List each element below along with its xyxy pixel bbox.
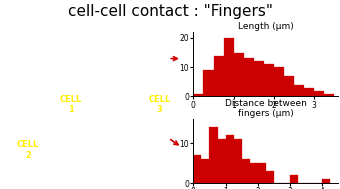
Ellipse shape: [135, 147, 146, 150]
Ellipse shape: [70, 132, 77, 139]
Bar: [258, 163, 266, 183]
Ellipse shape: [39, 77, 46, 84]
Ellipse shape: [138, 50, 144, 52]
Bar: [201, 159, 209, 183]
Ellipse shape: [58, 112, 64, 117]
Bar: [224, 38, 234, 96]
Ellipse shape: [138, 138, 145, 140]
Bar: [274, 67, 284, 96]
Ellipse shape: [139, 59, 145, 62]
Bar: [322, 179, 330, 183]
Ellipse shape: [80, 151, 88, 159]
Bar: [244, 58, 254, 96]
Bar: [324, 94, 334, 96]
Ellipse shape: [138, 129, 145, 132]
Ellipse shape: [138, 155, 148, 158]
Text: CELL
3: CELL 3: [148, 95, 170, 114]
Ellipse shape: [66, 125, 72, 131]
Ellipse shape: [138, 76, 148, 78]
Bar: [218, 139, 226, 183]
Bar: [234, 53, 244, 96]
Bar: [304, 88, 314, 96]
Ellipse shape: [87, 160, 92, 164]
Title: Length (μm): Length (μm): [238, 22, 294, 31]
Ellipse shape: [55, 107, 61, 112]
Ellipse shape: [79, 147, 85, 152]
Ellipse shape: [51, 98, 56, 103]
Ellipse shape: [64, 119, 69, 124]
Bar: [193, 155, 201, 183]
Bar: [193, 94, 203, 96]
Text: CELL
1: CELL 1: [59, 95, 82, 114]
Ellipse shape: [75, 141, 80, 145]
Bar: [214, 56, 224, 96]
Ellipse shape: [136, 85, 146, 88]
Ellipse shape: [137, 94, 144, 97]
Bar: [284, 76, 294, 96]
Ellipse shape: [137, 112, 147, 115]
Bar: [234, 139, 242, 183]
Bar: [226, 135, 234, 183]
Text: cell-cell contact : "Fingers": cell-cell contact : "Fingers": [68, 4, 272, 19]
Ellipse shape: [137, 119, 146, 122]
Bar: [314, 91, 324, 96]
Bar: [250, 163, 258, 183]
Ellipse shape: [44, 85, 48, 90]
Bar: [242, 159, 250, 183]
Ellipse shape: [138, 67, 143, 70]
Text: 5 μm: 5 μm: [12, 53, 41, 63]
Ellipse shape: [138, 42, 145, 44]
Ellipse shape: [138, 102, 148, 105]
Bar: [209, 127, 218, 183]
Bar: [294, 85, 304, 96]
Bar: [254, 61, 264, 96]
Title: Distance between
fingers (μm): Distance between fingers (μm): [225, 99, 307, 118]
Bar: [290, 175, 298, 183]
Text: CELL
2: CELL 2: [17, 140, 39, 160]
Bar: [266, 171, 274, 183]
Ellipse shape: [137, 163, 147, 166]
Bar: [264, 64, 274, 96]
Bar: [203, 70, 214, 96]
Ellipse shape: [49, 91, 54, 95]
